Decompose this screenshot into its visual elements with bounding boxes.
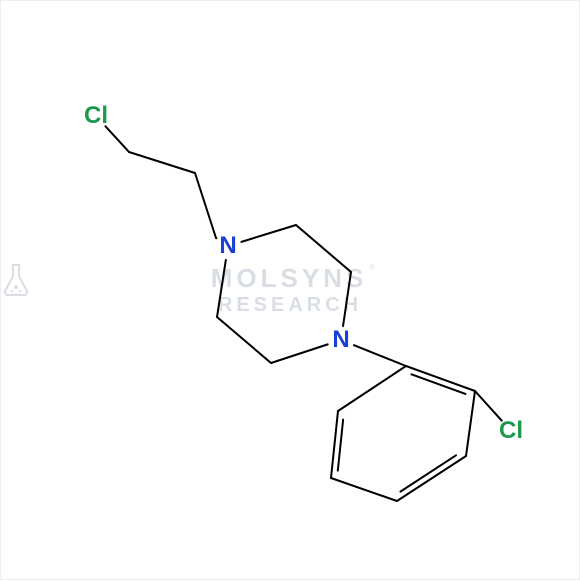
atom-label-n2: N (332, 326, 349, 354)
atom-label-n1: N (219, 232, 236, 260)
atom-label-cl-right: Cl (499, 417, 523, 445)
molecule-svg (1, 1, 580, 581)
atom-label-cl-top: Cl (84, 102, 108, 130)
molecule-canvas: MOLSYNS® RESEARCH Cl N N Cl (0, 0, 580, 580)
